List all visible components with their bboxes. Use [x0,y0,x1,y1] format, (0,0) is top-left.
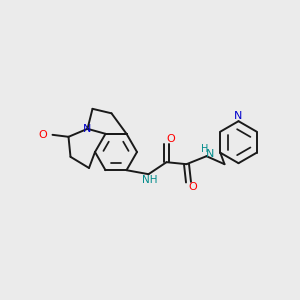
Text: NH: NH [142,175,157,185]
Text: N: N [234,111,243,121]
Text: O: O [39,130,47,140]
Text: O: O [188,182,197,192]
Text: N: N [83,124,92,134]
Text: N: N [206,149,215,159]
Text: O: O [166,134,175,144]
Text: H: H [201,144,208,154]
